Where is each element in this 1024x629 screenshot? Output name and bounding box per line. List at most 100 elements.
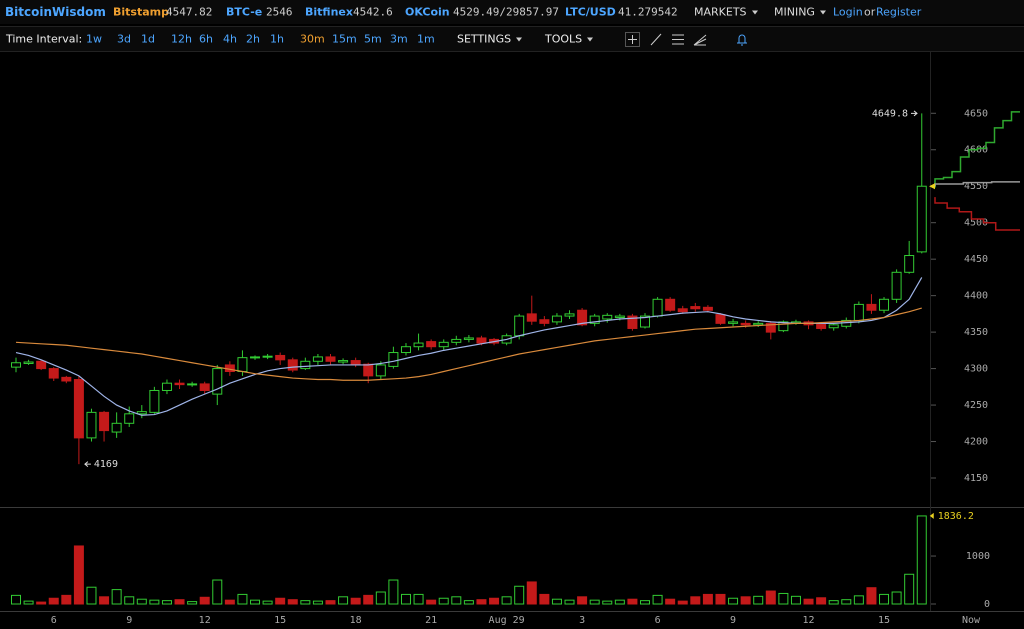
volume-bar	[338, 596, 349, 605]
volume-bar	[426, 599, 437, 605]
candle-body	[589, 315, 600, 324]
caret	[751, 10, 758, 15]
last-price-marker	[929, 183, 935, 190]
candle-body	[904, 255, 915, 273]
logo[interactable]: BitcoinWisdom	[5, 5, 106, 19]
ticker-name[interactable]: Bitstamp	[113, 5, 169, 19]
crosshair-tool[interactable]	[625, 32, 640, 47]
ticker-name[interactable]: Bitfinex	[305, 5, 353, 19]
volume-bar	[627, 598, 638, 605]
volume-tick-label: 1000	[966, 551, 990, 562]
candle-body	[753, 322, 764, 326]
x-end-label: Now	[962, 615, 981, 626]
volume-bar	[149, 599, 160, 605]
candle-body	[350, 360, 361, 365]
volume-bar	[577, 596, 588, 605]
volume-bar	[904, 573, 915, 605]
candle-body	[665, 298, 676, 311]
interval-button[interactable]: 3d	[117, 32, 131, 46]
volume-bar	[690, 596, 701, 605]
interval-button[interactable]: 30m	[300, 32, 325, 46]
ticker-name[interactable]: LTC/USD	[565, 5, 616, 19]
y-tick-label: 4150	[964, 473, 988, 484]
ticker-price: 2546	[266, 5, 293, 19]
fan-tool[interactable]	[693, 34, 707, 46]
volume-bar	[199, 596, 210, 605]
candle-body	[363, 363, 374, 377]
candle-body	[325, 356, 336, 362]
candle-body	[73, 379, 84, 439]
interval-button[interactable]: 2h	[246, 32, 260, 46]
candle-body	[250, 356, 261, 359]
register-link[interactable]: Register	[876, 5, 922, 19]
volume-bar	[526, 581, 537, 605]
volume-bar	[174, 599, 185, 605]
volume-bar	[677, 600, 688, 605]
volume-bar	[916, 515, 927, 605]
candle-body	[526, 313, 537, 322]
interval-button[interactable]: 3m	[390, 32, 408, 46]
interval-button[interactable]: 4h	[223, 32, 237, 46]
toolbar-menu[interactable]: SETTINGS	[457, 33, 523, 46]
candle-body	[124, 413, 135, 424]
interval-button[interactable]: 1d	[141, 32, 155, 46]
volume-bar	[564, 599, 575, 605]
caret	[516, 37, 523, 42]
candle-body	[728, 321, 739, 324]
fib-tool[interactable]	[672, 34, 684, 45]
candle-body	[212, 368, 223, 395]
low-label: 4169	[94, 459, 118, 470]
high-label: 4649.8	[872, 108, 908, 119]
y-tick-label: 4300	[964, 364, 988, 375]
candle-body	[451, 338, 462, 343]
candle-body	[275, 354, 286, 361]
interval-button[interactable]: 1w	[86, 32, 102, 46]
x-tick-label: 15	[274, 615, 286, 626]
volume-bar	[451, 596, 462, 605]
volume-bar	[753, 595, 764, 605]
candle-body	[312, 356, 323, 362]
candle-body	[99, 411, 110, 432]
volume-bar	[375, 591, 386, 605]
volume-bar	[237, 593, 248, 605]
menu[interactable]: MARKETS	[694, 6, 758, 19]
login-link[interactable]: Login	[833, 5, 863, 19]
interval-button[interactable]: 1h	[270, 32, 284, 46]
y-tick-label: 4500	[964, 218, 988, 229]
ticker-name[interactable]: BTC-e	[226, 5, 263, 19]
top-bar: BitcoinWisdom Bitstamp 4547.82 BTC-e 2546 Bit…	[0, 0, 1024, 24]
interval-button[interactable]: 12h	[171, 32, 192, 46]
volume-bar	[740, 596, 751, 605]
volume-bar	[489, 597, 500, 605]
volume-bar	[212, 579, 223, 605]
candle-body	[11, 362, 21, 368]
volume-bar	[11, 594, 21, 605]
toolbar-menu[interactable]: TOOLS	[545, 33, 594, 46]
x-tick-label: 9	[730, 615, 736, 626]
menu[interactable]: MINING	[774, 6, 826, 19]
candle-body	[564, 313, 575, 317]
interval-button[interactable]: 5m	[364, 32, 382, 46]
y-tick-label: 4450	[964, 254, 988, 265]
volume-bar	[61, 594, 72, 605]
volume-bar	[388, 579, 399, 605]
line-tool[interactable]	[650, 33, 662, 46]
interval-button[interactable]: 1m	[417, 32, 435, 46]
ticker-name[interactable]: OKCoin	[405, 5, 450, 19]
candle-body	[86, 411, 97, 439]
candle-body	[388, 352, 399, 367]
candle-body	[400, 346, 411, 354]
candle-body	[149, 389, 160, 413]
alert-tool[interactable]	[737, 34, 747, 46]
ticker-price: 4542.6	[353, 5, 393, 19]
candle-body	[187, 383, 198, 386]
candle-body	[879, 298, 890, 311]
volume-bar	[728, 597, 739, 605]
interval-button[interactable]: 6h	[199, 32, 213, 46]
ticker-price: 4547.82	[166, 5, 213, 19]
volume-bar	[853, 595, 864, 605]
interval-button[interactable]: 15m	[332, 32, 357, 46]
volume-bar	[551, 598, 562, 605]
x-tick-label: 15	[878, 615, 890, 626]
